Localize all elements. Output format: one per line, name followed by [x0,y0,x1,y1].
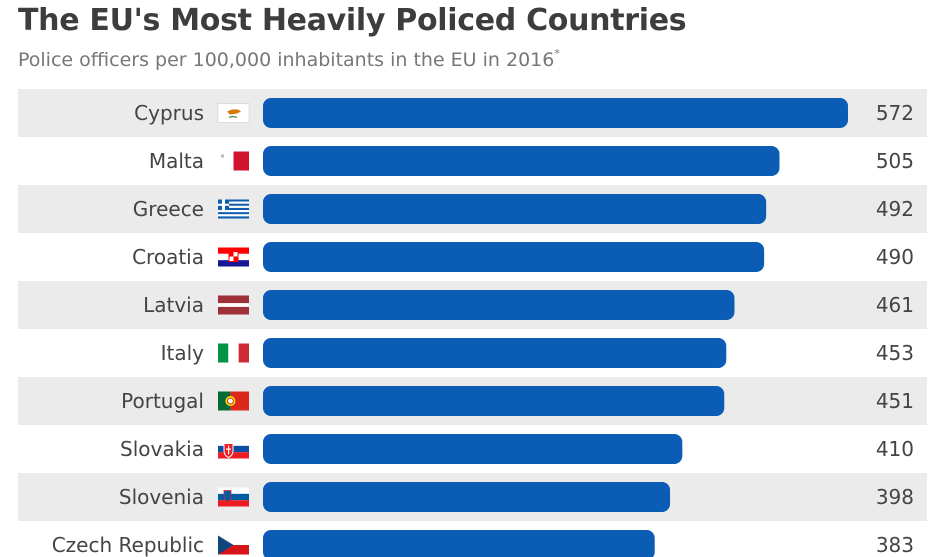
category-label: Slovakia [120,437,204,461]
category-label: Latvia [143,293,204,317]
croatia-flag-icon [218,247,249,267]
value-label: 451 [876,389,914,413]
subtitle-text: Police officers per 100,000 inhabitants … [18,49,555,71]
value-label: 410 [876,437,914,461]
value-label: 505 [876,149,914,173]
italy-flag-icon [218,343,249,363]
value-label: 572 [876,101,914,125]
chart-title: The EU's Most Heavily Policed Countries [18,3,687,38]
greece-flag-icon [218,199,249,219]
bar [263,242,765,272]
category-label: Portugal [121,389,204,413]
latvia-flag-icon [218,295,249,315]
bar [263,386,725,416]
slovenia-flag-icon [218,487,249,507]
category-label: Italy [161,341,205,365]
bar [263,482,671,512]
value-label: 490 [876,245,914,269]
slovakia-flag-icon [218,439,249,459]
value-label: 398 [876,485,914,509]
czech-republic-flag-icon [218,535,249,555]
malta-flag-icon [218,151,249,171]
bar [263,530,655,557]
category-label: Croatia [132,245,204,269]
cyprus-flag-icon [217,103,250,123]
value-label: 383 [876,533,914,557]
bar [263,338,727,368]
chart-subtitle: Police officers per 100,000 inhabitants … [18,41,560,73]
value-label: 453 [876,341,914,365]
category-label: Slovenia [119,485,204,509]
bar [263,194,767,224]
bar [263,434,683,464]
subtitle-footnote-mark: * [554,47,560,60]
category-label: Cyprus [134,101,204,125]
bar [263,98,848,128]
value-label: 492 [876,197,914,221]
category-label: Greece [133,197,204,221]
value-label: 461 [876,293,914,317]
category-label: Malta [149,149,204,173]
portugal-flag-icon [218,391,249,411]
category-label: Czech Republic [52,533,204,557]
bar [263,146,780,176]
bar [263,290,735,320]
